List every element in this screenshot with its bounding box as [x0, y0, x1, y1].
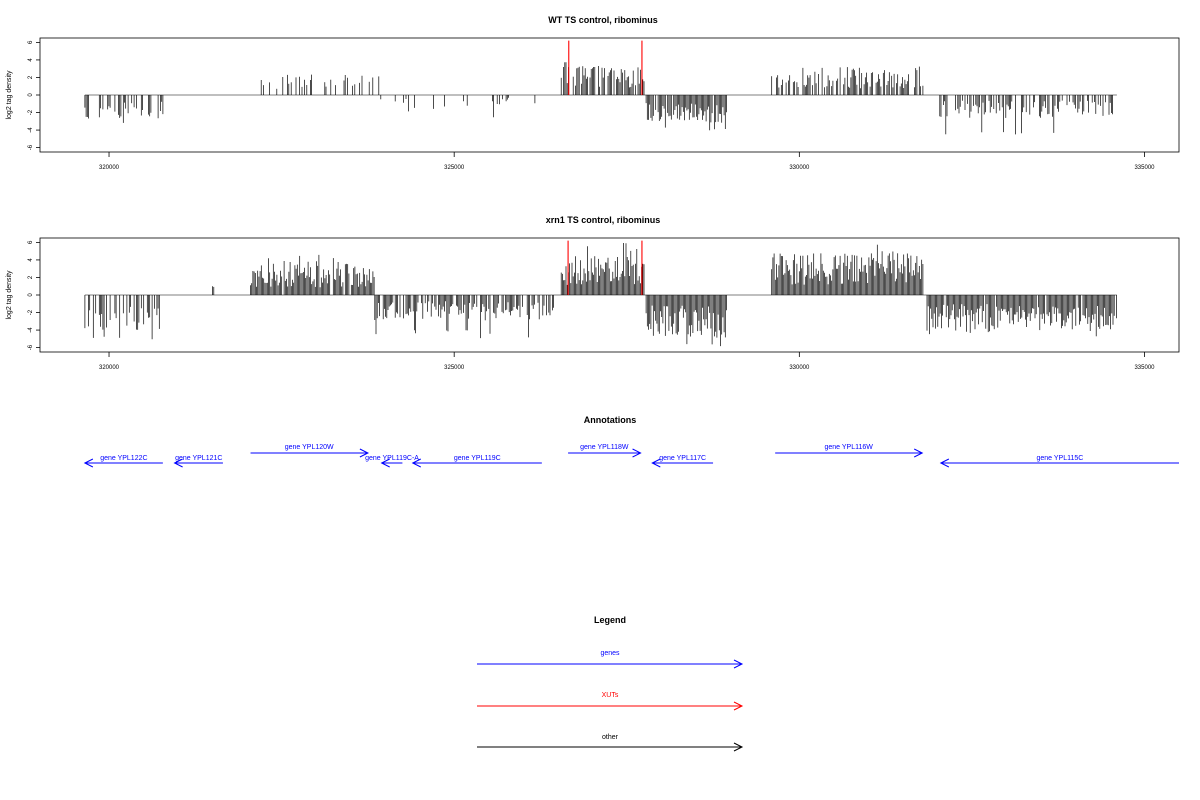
- xrn1-track-panel: xrn1 TS control, ribominus log2 tag dens…: [6, 215, 1180, 371]
- gene-arrow-head: [632, 448, 642, 458]
- xrn1-y-tick-label: -2: [28, 309, 34, 315]
- xrn1-xut-highlights: [567, 240, 643, 295]
- wt-track-title: WT TS control, ribominus: [548, 15, 658, 25]
- xrn1-x-axis: 320000 325000 330000 335000: [99, 352, 1155, 371]
- legend-arrow-other: [477, 742, 744, 752]
- gene-arrow-head: [83, 458, 94, 468]
- gene-label: gene YPL117C: [659, 455, 706, 462]
- annotations-title: Annotations: [584, 415, 637, 425]
- gene-arrow: gene YPL120W: [250, 444, 370, 458]
- gene-arrow: gene YPL119C-A: [365, 455, 419, 468]
- wt-y-tick-label: 4: [28, 58, 34, 62]
- wt-y-tick-label: -6: [28, 144, 34, 150]
- legend-label-xuts: XUTs: [602, 692, 619, 699]
- gene-arrow-head: [411, 458, 421, 468]
- xrn1-x-tick-label: 320000: [99, 365, 120, 371]
- gene-arrow: gene YPL119C: [411, 455, 542, 468]
- legend-label-other: other: [602, 734, 619, 741]
- wt-x-tick-label: 320000: [99, 165, 120, 171]
- legend-arrow-genes: [477, 659, 744, 669]
- xrn1-density-bars: [84, 243, 1117, 347]
- wt-x-tick-label: 335000: [1134, 165, 1155, 171]
- gene-arrow: gene YPL122C: [83, 455, 163, 468]
- gene-arrow-head: [913, 448, 924, 458]
- xrn1-y-tick-label: 6: [28, 240, 34, 244]
- wt-track-panel: WT TS control, ribominus log2 tag densit…: [6, 15, 1180, 171]
- gene-arrow: gene YPL116W: [775, 444, 924, 458]
- xrn1-y-tick-label: 4: [28, 258, 34, 262]
- gene-arrow-head: [939, 458, 950, 468]
- legend-panel: Legend genes XUTs other: [477, 615, 744, 752]
- wt-y-tick-label: 6: [28, 40, 34, 44]
- xrn1-y-tick-label: 0: [28, 293, 34, 297]
- wt-y-tick-label: -4: [28, 127, 34, 133]
- gene-arrow: gene YPL121C: [173, 455, 223, 468]
- xrn1-y-axis-label: log2 tag density: [6, 270, 13, 320]
- wt-x-axis: 320000 325000 330000 335000: [99, 152, 1155, 171]
- xrn1-y-axis: -6 -4 -2 0 2 4 6: [28, 240, 40, 350]
- wt-y-tick-label: -2: [28, 109, 34, 115]
- xrn1-y-tick-label: -6: [28, 344, 34, 350]
- gene-label: gene YPL116W: [824, 444, 873, 451]
- gene-arrow: gene YPL115C: [939, 455, 1179, 468]
- legend-label-genes: genes: [600, 650, 620, 657]
- gene-label: gene YPL119C-A: [365, 455, 419, 462]
- wt-y-tick-label: 2: [28, 75, 34, 79]
- wt-xut-highlights: [568, 40, 643, 95]
- gene-arrow: gene YPL117C: [651, 455, 714, 468]
- wt-y-tick-label: 0: [28, 93, 34, 97]
- xrn1-y-tick-label: -4: [28, 327, 34, 333]
- xrn1-x-tick-label: 325000: [444, 365, 465, 371]
- gene-arrow-head: [651, 458, 661, 468]
- gene-arrows: gene YPL122C gene YPL121C gene YPL120W gene…: [83, 444, 1179, 468]
- xrn1-y-tick-label: 2: [28, 275, 34, 279]
- gene-arrow-head: [173, 458, 183, 468]
- wt-y-axis: -6 -4 -2 0 2 4 6: [28, 40, 40, 150]
- gene-label: gene YPL121C: [175, 455, 222, 462]
- gene-arrow: gene YPL118W: [568, 444, 642, 458]
- legend-arrow-xuts: [477, 701, 744, 711]
- wt-x-tick-label: 325000: [444, 165, 465, 171]
- wt-x-tick-label: 330000: [789, 165, 810, 171]
- gene-arrow-head: [380, 458, 390, 468]
- gene-label: gene YPL115C: [1037, 455, 1084, 462]
- wt-density-bars: [84, 62, 1113, 135]
- gene-label: gene YPL118W: [580, 444, 629, 451]
- xrn1-x-tick-label: 335000: [1134, 365, 1155, 371]
- gene-arrow-head: [359, 448, 370, 458]
- wt-y-axis-label: log2 tag density: [6, 70, 13, 120]
- xrn1-x-tick-label: 330000: [789, 365, 810, 371]
- gene-label: gene YPL122C: [100, 455, 147, 462]
- gene-label: gene YPL119C: [454, 455, 501, 462]
- annotations-panel: Annotations gene YPL122C gene YPL121Cgene…: [83, 415, 1179, 468]
- xrn1-track-title: xrn1 TS control, ribominus: [546, 215, 661, 225]
- gene-label: gene YPL120W: [285, 444, 334, 451]
- legend-title: Legend: [594, 615, 626, 625]
